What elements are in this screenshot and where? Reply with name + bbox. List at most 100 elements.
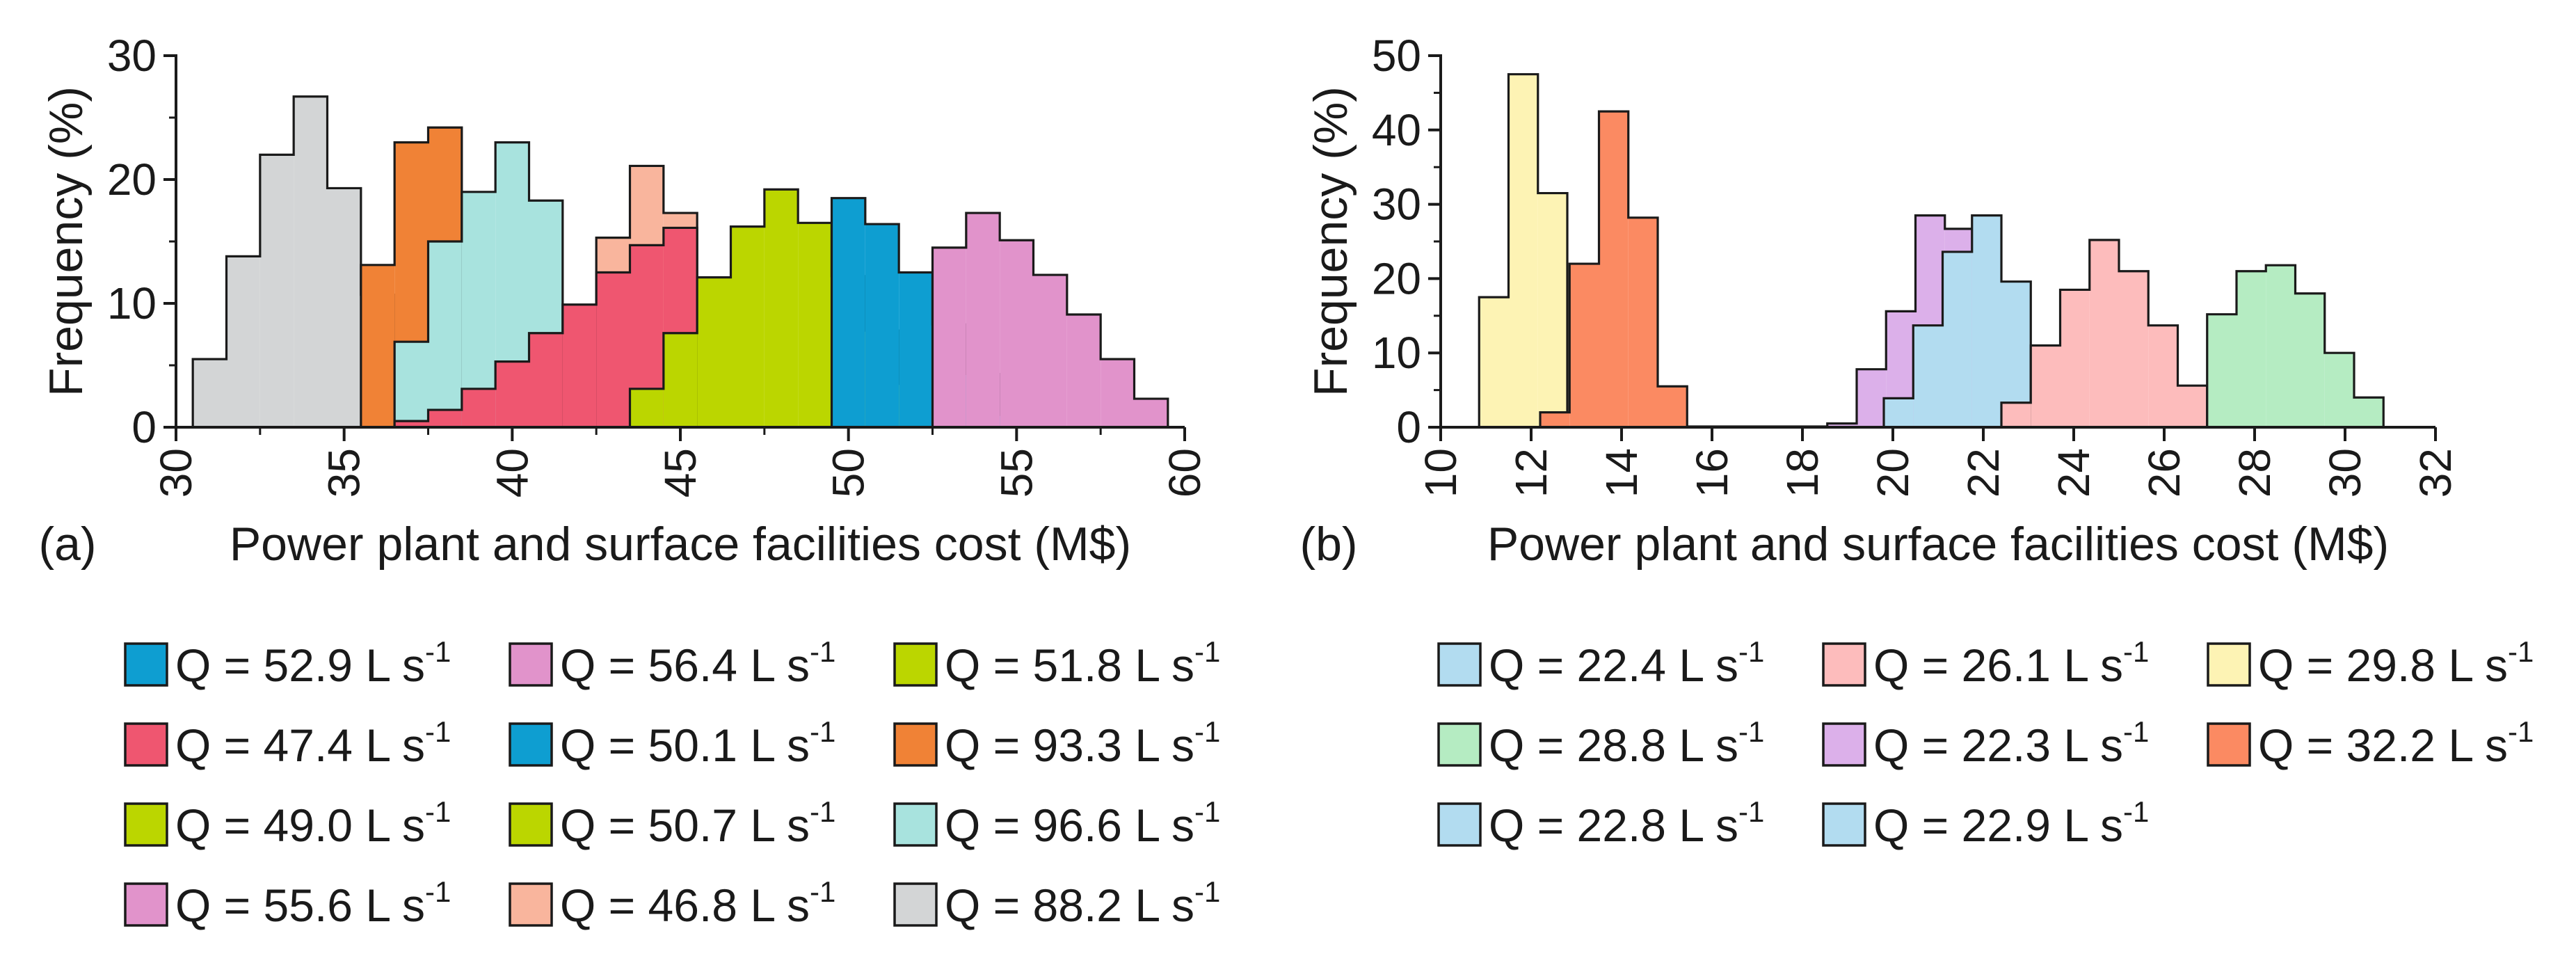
legend-label: Q = 46.8 L s-1 <box>560 875 835 931</box>
legend-label-text: Q = 93.3 L s <box>945 719 1194 771</box>
legend-swatch <box>509 722 553 767</box>
legend-label: Q = 29.8 L s-1 <box>2258 635 2534 691</box>
histogram-bar <box>193 359 227 427</box>
histogram-bar <box>798 223 832 427</box>
histogram-bar <box>2060 289 2090 427</box>
x-tick-label: 26 <box>2139 448 2189 498</box>
histogram-bar <box>2119 271 2149 427</box>
histogram-bar <box>596 272 630 427</box>
legend-label-superscript: -1 <box>1194 635 1220 668</box>
histogram-bar <box>1913 325 1943 427</box>
x-axis-label: Power plant and surface facilities cost … <box>230 518 1131 571</box>
legend-label-superscript: -1 <box>810 795 835 828</box>
y-tick-label: 10 <box>107 278 157 328</box>
histogram-bar <box>1000 240 1034 427</box>
x-tick-label: 32 <box>2410 448 2461 498</box>
x-tick-label: 18 <box>1777 448 1827 498</box>
legend-swatch <box>124 642 168 687</box>
legend-label-superscript: -1 <box>425 875 451 908</box>
legend-swatch <box>2207 642 2251 687</box>
legend-label-text: Q = 46.8 L s <box>560 880 810 931</box>
histogram-bar <box>1479 297 1509 427</box>
legend-label-superscript: -1 <box>2123 795 2149 828</box>
series-outline <box>2000 239 2209 427</box>
legend-label: Q = 26.1 L s-1 <box>1873 635 2149 691</box>
series-outline <box>931 212 1169 427</box>
histogram-bar <box>1101 359 1135 427</box>
legend-label: Q = 49.0 L s-1 <box>175 795 451 851</box>
legend-swatch <box>2207 722 2251 767</box>
y-tick-label: 0 <box>1396 402 1421 452</box>
x-tick-label: 60 <box>1160 448 1210 498</box>
x-tick-label: 45 <box>655 448 705 498</box>
legend-swatch <box>124 802 168 847</box>
histogram-bar <box>1508 74 1538 427</box>
x-tick-label: 14 <box>1597 448 1647 498</box>
x-tick-label: 10 <box>1416 448 1466 498</box>
legend-item: Q = 93.3 L s-1 <box>893 715 1220 771</box>
legend-label-superscript: -1 <box>425 715 451 748</box>
series-5 <box>2206 264 2385 427</box>
histogram-bar <box>428 410 462 427</box>
legend-swatch <box>509 882 553 927</box>
legend: Q = 22.4 L s-1 Q = 26.1 L s-1 Q = 29.8 L s… <box>1437 635 2534 851</box>
series-0 <box>1478 73 1569 427</box>
histogram-bar <box>1066 315 1101 427</box>
x-axis-label: Power plant and surface facilities cost … <box>1487 518 2389 571</box>
legend-label-text: Q = 88.2 L s <box>945 880 1194 931</box>
legend-label: Q = 32.2 L s-1 <box>2258 715 2534 771</box>
legend-item: Q = 22.8 L s-1 <box>1437 795 1764 851</box>
legend-label: Q = 22.4 L s-1 <box>1489 635 1764 691</box>
series-outline <box>393 226 698 427</box>
legend-label-superscript: -1 <box>425 635 451 668</box>
legend-label: Q = 51.8 L s-1 <box>945 635 1220 691</box>
x-tick-label: 20 <box>1868 448 1918 498</box>
legend-label-text: Q = 28.8 L s <box>1489 719 1738 771</box>
legend-item: Q = 29.8 L s-1 <box>2207 635 2534 691</box>
legend-swatch <box>1822 802 1866 847</box>
legend-label-superscript: -1 <box>810 875 835 908</box>
legend-item: Q = 96.6 L s-1 <box>893 795 1220 851</box>
x-tick-label: 16 <box>1687 448 1737 498</box>
legend-label-text: Q = 55.6 L s <box>175 880 425 931</box>
histogram-bars <box>1478 73 2385 428</box>
legend-label: Q = 22.8 L s-1 <box>1489 795 1764 851</box>
legend-label-text: Q = 49.0 L s <box>175 799 425 851</box>
legend-label-superscript: -1 <box>1194 795 1220 828</box>
series-7 <box>931 212 1169 427</box>
legend-swatch <box>1437 802 1482 847</box>
legend-label: Q = 93.3 L s-1 <box>945 715 1220 771</box>
histogram-bar <box>1971 215 2001 427</box>
legend-label-text: Q = 29.8 L s <box>2258 639 2508 691</box>
x-tick-label: 40 <box>487 448 537 498</box>
legend-label-superscript: -1 <box>2508 715 2534 748</box>
histogram-bar <box>2148 325 2178 427</box>
legend-item: Q = 52.9 L s-1 <box>124 635 451 691</box>
histogram-bar <box>2237 271 2266 427</box>
legend-label-text: Q = 50.1 L s <box>560 719 810 771</box>
histogram-bar <box>294 96 328 428</box>
histogram-bar <box>1569 264 1599 427</box>
histogram-bar <box>2324 353 2354 427</box>
histogram-bar <box>226 256 260 427</box>
histogram-bar <box>2207 314 2237 427</box>
histogram-bar <box>428 241 462 427</box>
histogram-bar <box>1537 193 1567 427</box>
panel-label: (b) <box>1299 518 1357 571</box>
y-tick-label: 0 <box>131 402 157 452</box>
legend-item: Q = 50.7 L s-1 <box>509 795 835 851</box>
histogram-bar <box>2089 239 2119 427</box>
legend-item: Q = 22.9 L s-1 <box>1822 795 2149 851</box>
histogram-bar <box>461 388 496 427</box>
legend-label-superscript: -1 <box>425 795 451 828</box>
x-tick-label: 35 <box>319 448 369 498</box>
histogram-bar <box>2031 345 2061 427</box>
y-tick-label: 40 <box>1372 105 1421 155</box>
histogram-bar <box>1628 217 1658 427</box>
histogram-bar <box>529 333 563 427</box>
legend-item: Q = 28.8 L s-1 <box>1437 715 1764 771</box>
legend-label-text: Q = 22.3 L s <box>1873 719 2123 771</box>
histogram-bar <box>1658 386 1688 427</box>
histogram-bar <box>1599 111 1629 427</box>
